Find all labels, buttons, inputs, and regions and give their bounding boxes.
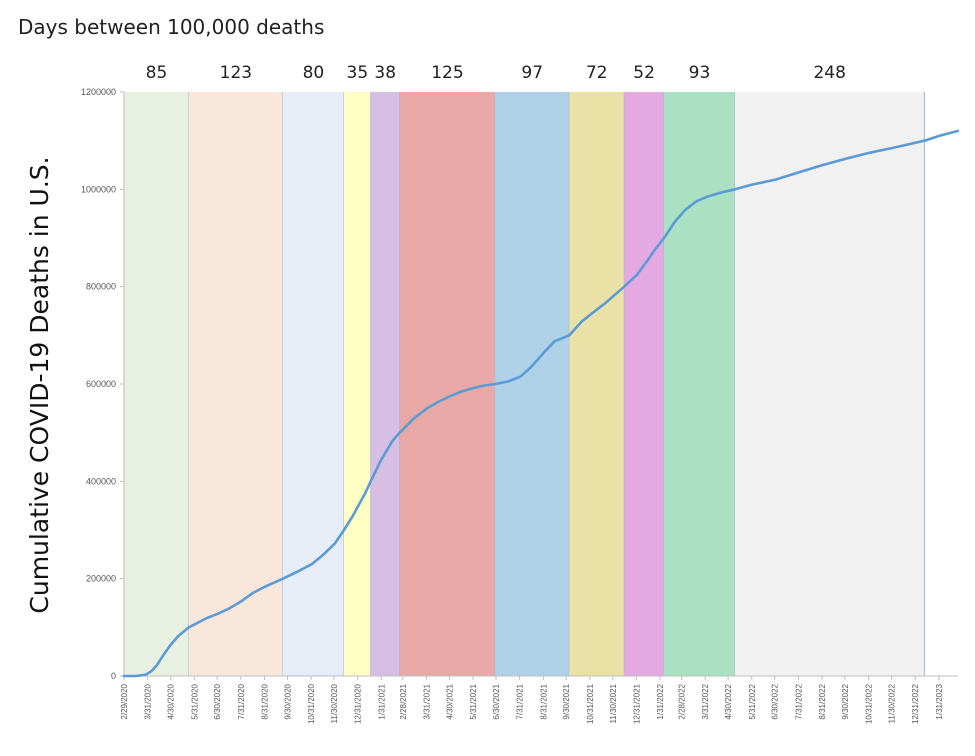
x-tick-labels: 2/29/2020 3/31/2020 4/30/2020 5/31/2020 6/30…	[120, 683, 944, 724]
chart-title: Days between 100,000 deaths	[18, 15, 324, 39]
x-tick-label: 10/31/2022	[865, 683, 874, 724]
x-tick-label: 1/31/2022	[656, 683, 665, 719]
interval-day-label: 248	[813, 63, 845, 83]
x-tick-label: 2/28/2022	[678, 683, 687, 719]
interval-day-label: 93	[689, 63, 711, 83]
x-tick-label: 7/31/2021	[516, 683, 525, 719]
x-tick-label: 2/29/2020	[120, 683, 129, 719]
x-tick-label: 3/31/2022	[701, 683, 710, 719]
x-tick-label: 4/30/2020	[167, 683, 176, 719]
x-tick-label: 8/31/2021	[539, 683, 548, 719]
interval-band	[343, 92, 371, 676]
interval-day-label: 80	[303, 63, 325, 83]
cumulative-deaths-line	[122, 129, 960, 678]
x-tick-label: 11/30/2022	[888, 683, 897, 723]
x-tick-label: 9/30/2020	[283, 683, 292, 719]
interval-band	[495, 92, 570, 676]
interval-band	[624, 92, 664, 676]
x-tick-label: 12/31/2021	[632, 683, 641, 724]
x-tick-label: 11/30/2020	[330, 683, 339, 723]
x-tick-label: 5/31/2020	[190, 683, 199, 719]
x-tick-label: 8/31/2020	[261, 683, 270, 719]
interval-day-label: 52	[633, 63, 655, 83]
interval-day-label: 123	[220, 63, 252, 83]
interval-band	[188, 92, 283, 676]
x-tick-label: 7/31/2020	[237, 683, 246, 719]
x-tick-label: 3/31/2021	[422, 683, 431, 719]
x-tick-label: 10/31/2020	[307, 683, 316, 724]
y-tick-label: 0	[111, 671, 116, 681]
x-tick-label: 10/31/2021	[586, 683, 595, 724]
x-tick-label: 6/30/2022	[771, 683, 780, 719]
x-tick-label: 3/31/2020	[144, 683, 153, 719]
interval-day-label: 38	[374, 63, 396, 83]
y-tick-label: 400000	[86, 476, 116, 486]
interval-band	[569, 92, 625, 676]
interval-day-label: 72	[586, 63, 608, 83]
interval-band	[282, 92, 344, 676]
x-tick-label: 2/28/2021	[399, 683, 408, 719]
x-tick-label: 11/30/2021	[609, 683, 618, 723]
x-tick-label: 4/30/2021	[445, 683, 454, 719]
interval-band	[124, 92, 189, 676]
x-tick-label: 6/30/2020	[213, 683, 222, 719]
interval-band	[734, 92, 925, 676]
x-tick-label: 1/31/2021	[377, 683, 386, 719]
interval-day-label: 85	[146, 63, 168, 83]
x-tick-label: 4/30/2022	[724, 683, 733, 719]
y-tick-label: 1200000	[81, 87, 116, 97]
y-tick-label: 800000	[86, 282, 116, 292]
interval-day-labels: 85 123 80 35 38 125 97 72 52 93 248	[146, 63, 846, 83]
y-axis-label: Cumulative COVID-19 Deaths in U.S.	[25, 156, 54, 613]
x-tick-label: 5/31/2021	[469, 683, 478, 719]
y-tick-label: 1000000	[81, 184, 116, 194]
y-tick-label: 600000	[86, 379, 116, 389]
interval-band	[663, 92, 735, 676]
interval-band	[370, 92, 400, 676]
axes	[120, 91, 958, 680]
interval-bands	[123, 92, 925, 676]
x-tick-label: 6/30/2021	[492, 683, 501, 719]
x-tick-label: 12/31/2020	[354, 683, 363, 724]
x-tick-label: 8/31/2022	[818, 683, 827, 719]
x-tick-label: 5/31/2022	[748, 683, 757, 719]
x-tick-label: 12/31/2022	[911, 683, 920, 724]
x-tick-label: 7/31/2022	[794, 683, 803, 719]
x-tick-label: 9/30/2021	[562, 683, 571, 719]
interval-band	[399, 92, 496, 676]
x-tick-label: 1/31/2023	[935, 683, 944, 719]
interval-day-label: 125	[431, 63, 463, 83]
x-tick-label: 9/30/2022	[841, 683, 850, 719]
y-tick-label: 200000	[86, 574, 116, 584]
interval-day-label: 97	[521, 63, 543, 83]
y-tick-labels: 0 200000 400000 600000 800000 1000000 1200000	[81, 87, 116, 681]
interval-day-label: 35	[347, 63, 369, 83]
